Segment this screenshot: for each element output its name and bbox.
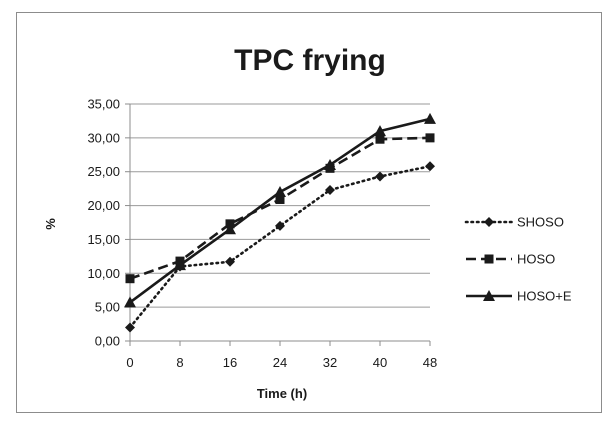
y-axis-ticks: 0,00 5,00 10,00 15,00 20,00 25,00 30,00 35,00 bbox=[87, 97, 130, 349]
x-axis-label: Time (h) bbox=[257, 386, 307, 401]
data-point-square bbox=[275, 194, 285, 204]
x-tick-label: 48 bbox=[423, 355, 437, 370]
y-tick-label: 30,00 bbox=[87, 130, 120, 145]
data-point-diamond bbox=[125, 322, 135, 333]
x-tick-label: 32 bbox=[323, 355, 337, 370]
y-tick-label: 5,00 bbox=[95, 300, 120, 315]
legend-label: SHOSO bbox=[517, 215, 564, 230]
legend-label: HOSO+E bbox=[517, 289, 572, 304]
data-point-diamond bbox=[325, 184, 335, 195]
data-point-triangle bbox=[374, 125, 386, 137]
legend-marker-diamond bbox=[484, 217, 494, 227]
data-point-square bbox=[425, 133, 435, 143]
chart-border bbox=[16, 12, 602, 413]
data-point-triangle bbox=[224, 223, 236, 235]
x-tick-label: 24 bbox=[273, 355, 287, 370]
data-point-triangle bbox=[324, 158, 336, 170]
data-point-diamond bbox=[425, 161, 435, 172]
data-point-triangle bbox=[274, 186, 286, 198]
chart-title: TPC frying bbox=[234, 44, 386, 77]
x-tick-label: 16 bbox=[223, 355, 237, 370]
legend-item: SHOSO bbox=[464, 215, 564, 230]
y-tick-label: 15,00 bbox=[87, 232, 120, 247]
y-tick-label: 10,00 bbox=[87, 266, 120, 281]
data-point-square bbox=[375, 134, 385, 144]
legend-marker-square bbox=[484, 254, 494, 264]
y-tick-label: 25,00 bbox=[87, 164, 120, 179]
y-axis-label: % bbox=[43, 218, 58, 230]
legend-label: HOSO bbox=[517, 252, 555, 267]
x-tick-label: 0 bbox=[126, 355, 133, 370]
legend: SHOSO HOSO HOSO+E bbox=[464, 215, 572, 304]
y-tick-label: 0,00 bbox=[95, 334, 120, 349]
data-point-triangle bbox=[424, 112, 436, 124]
data-point-square bbox=[125, 274, 135, 284]
data-point-diamond bbox=[225, 256, 235, 267]
legend-item: HOSO+E bbox=[466, 289, 572, 304]
x-tick-label: 40 bbox=[373, 355, 387, 370]
legend-item: HOSO bbox=[466, 252, 555, 267]
data-point-triangle bbox=[174, 259, 186, 271]
y-tick-label: 20,00 bbox=[87, 198, 120, 213]
data-point-diamond bbox=[275, 220, 285, 231]
series bbox=[124, 112, 436, 333]
x-tick-label: 8 bbox=[176, 355, 183, 370]
data-point-diamond bbox=[375, 171, 385, 182]
data-point-triangle bbox=[124, 296, 136, 308]
y-tick-label: 35,00 bbox=[87, 97, 120, 112]
series-hoso-e bbox=[124, 112, 436, 308]
legend-marker-triangle bbox=[483, 290, 495, 301]
x-axis-ticks: 0 8 16 24 32 40 48 bbox=[126, 341, 437, 370]
